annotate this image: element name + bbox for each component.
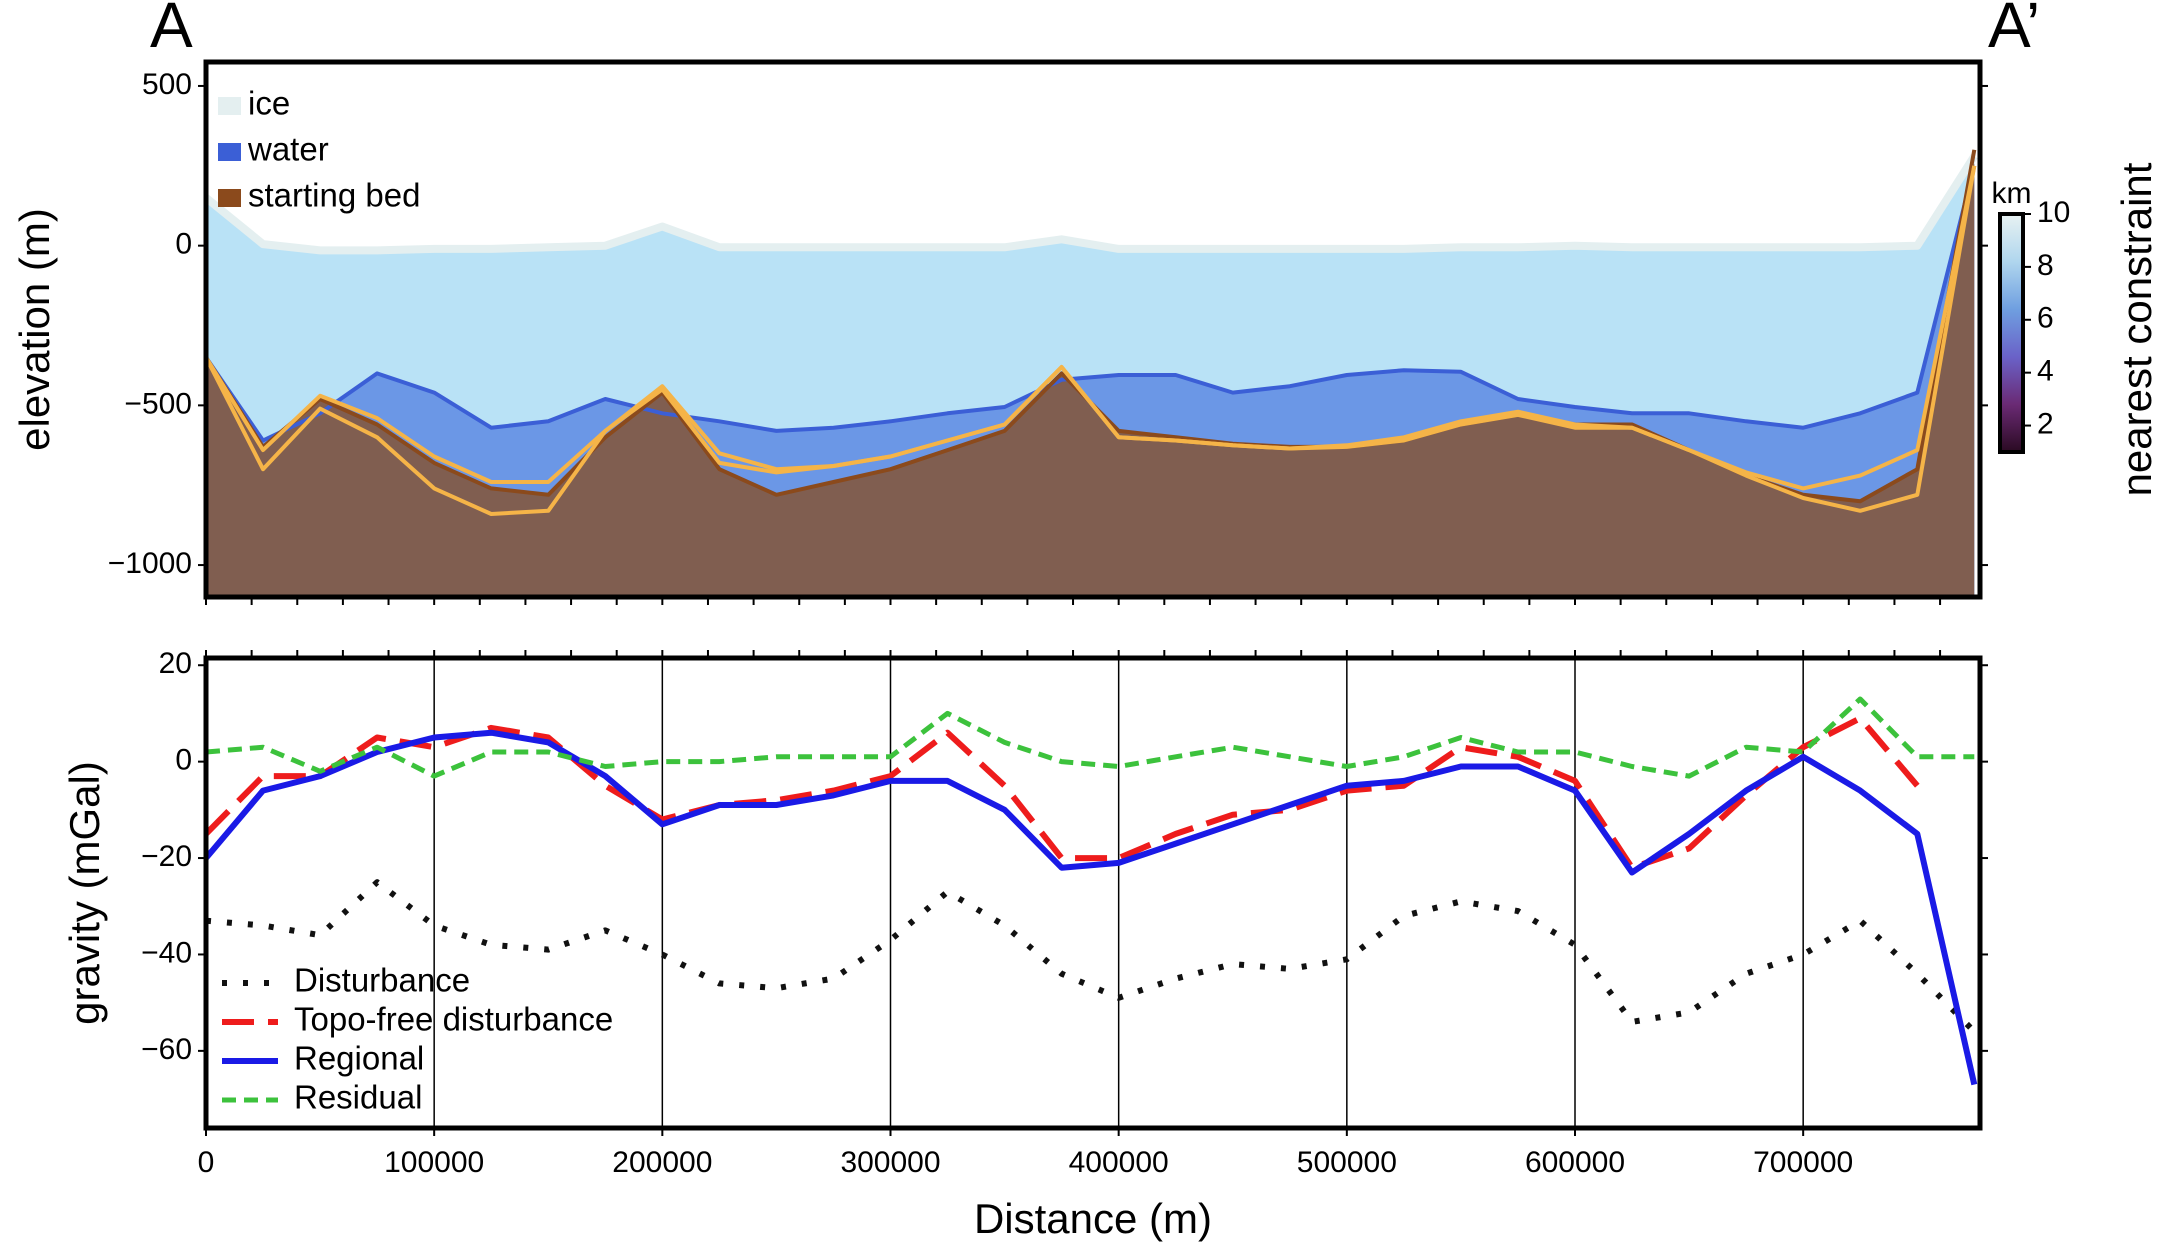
colorbar-tick-label: 6: [2037, 302, 2054, 335]
x-tick-label: 400000: [1069, 1146, 1169, 1179]
section-start: A: [150, 0, 193, 61]
plot-area: [206, 149, 1978, 597]
series-line: [206, 729, 1978, 1086]
y-tick-label: −40: [141, 936, 192, 969]
frame: [203, 655, 1983, 1131]
y-tick-label: 0: [175, 744, 192, 777]
layer-edge: [206, 165, 1977, 443]
inverted-bed-line: [206, 165, 1977, 491]
series-line: [206, 696, 1975, 779]
y-tick-label: −20: [141, 840, 192, 873]
series-line: [206, 879, 1977, 1034]
legend-label: starting bed: [248, 177, 420, 214]
colorbar: [1998, 212, 2025, 454]
y-tick-label: −60: [141, 1033, 192, 1066]
series-line: [206, 715, 1920, 871]
colorbar-unit: km: [1992, 177, 2032, 210]
legend-label: water: [247, 131, 329, 168]
colorbar-tick-label: 8: [2037, 249, 2054, 282]
x-tick-label: 100000: [384, 1146, 484, 1179]
colorbar-tick-label: 2: [2037, 407, 2054, 440]
legend-label: Regional: [294, 1040, 424, 1077]
y-tick-label: 20: [159, 647, 192, 680]
layer-area: [206, 149, 1975, 597]
x-tick-label: 0: [198, 1146, 215, 1179]
plot-area: [206, 696, 1978, 1086]
x-tick-label: 500000: [1297, 1146, 1397, 1179]
legend-swatch: [218, 189, 241, 207]
legend-label: Disturbance: [294, 962, 470, 999]
frame: [203, 59, 1983, 600]
y-tick-label: 0: [175, 228, 192, 261]
colorbar-label: nearest constraint: [2113, 162, 2160, 496]
colorbar-tick-label: 10: [2037, 196, 2070, 229]
y-tick-label: −500: [124, 387, 192, 420]
x-tick-label: 200000: [612, 1146, 712, 1179]
y-tick-label: −1000: [108, 547, 192, 580]
x-tick-label: 700000: [1753, 1146, 1853, 1179]
legend-swatch: [218, 143, 241, 161]
legend-label: ice: [248, 85, 290, 122]
y-tick-label: 500: [142, 68, 192, 101]
x-axis-label: Distance (m): [974, 1195, 1212, 1242]
y-axis-label: elevation (m): [11, 208, 58, 451]
legend-label: Residual: [294, 1079, 422, 1116]
legend-label: Topo-free disturbance: [294, 1001, 613, 1038]
section-end: A’: [1988, 0, 2040, 61]
colorbar-tick-label: 4: [2037, 355, 2054, 388]
x-tick-label: 600000: [1525, 1146, 1625, 1179]
legend-swatch: [218, 97, 241, 115]
x-tick-label: 300000: [840, 1146, 940, 1179]
y-axis-label: gravity (mGal): [61, 761, 108, 1025]
layer-edge: [206, 154, 1978, 255]
